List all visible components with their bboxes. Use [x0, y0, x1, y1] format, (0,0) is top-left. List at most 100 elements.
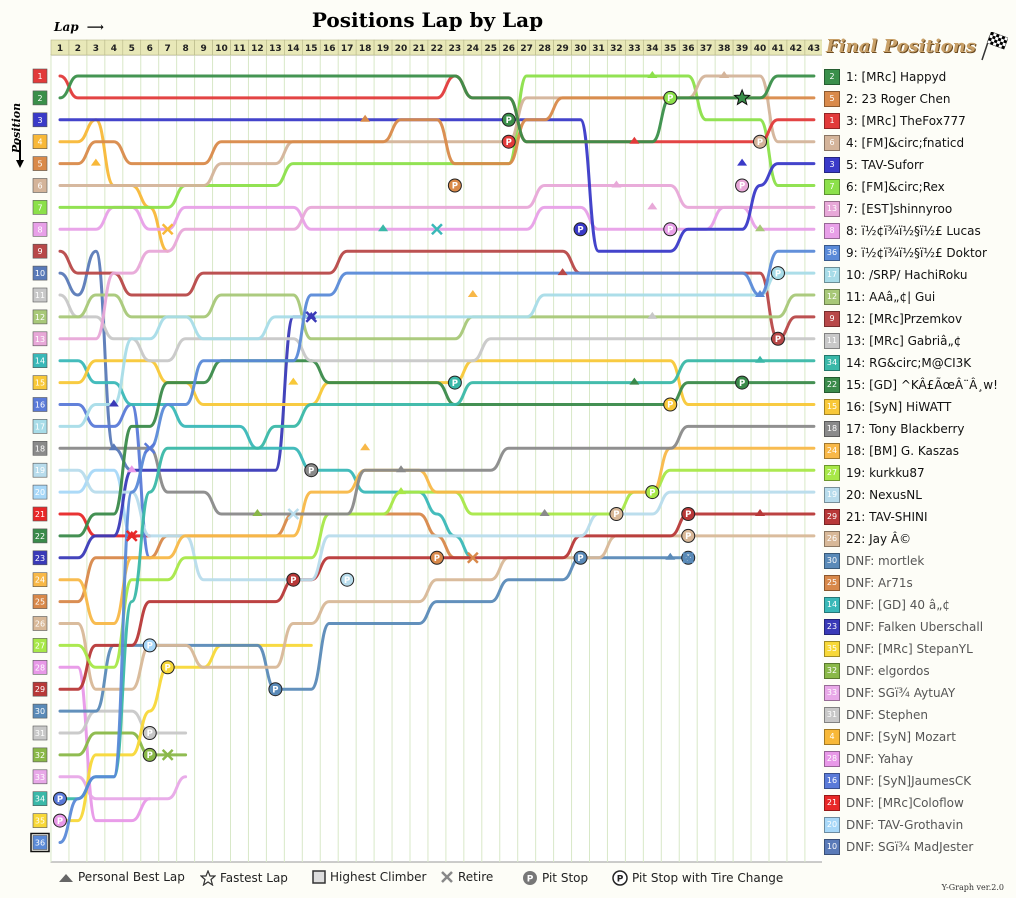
lap-axis-label: Lap ⟶	[54, 20, 104, 34]
pit-stop-marker-label: P	[434, 554, 440, 564]
personal-best-marker	[306, 311, 317, 319]
driver-name: 8: ï½¢ï¾ï½§ï½£ Lucas	[846, 224, 981, 238]
driver-name: 4: [FM]&circ;fnaticd	[846, 136, 965, 150]
lap-tick-label: 34	[646, 44, 659, 54]
pit-stop-marker	[501, 112, 516, 127]
position-badge	[32, 703, 48, 719]
driver-number-badge: 2	[824, 69, 840, 85]
standing-row: 24 18: [BM] G. Kaszas	[824, 440, 1016, 462]
lap-tick-label: 25	[485, 44, 498, 54]
square-icon	[312, 870, 326, 884]
position-tick-label: 34	[35, 795, 45, 804]
personal-best-marker	[557, 268, 568, 276]
driver-line	[58, 468, 816, 582]
position-tick-label: 27	[35, 641, 45, 650]
lap-tick-label: 14	[287, 44, 300, 54]
position-badge	[32, 747, 48, 763]
position-tick-label: 17	[35, 422, 45, 431]
pit-stop-marker	[735, 375, 750, 390]
driver-line	[58, 775, 188, 801]
position-badge	[32, 178, 48, 193]
personal-best-marker	[378, 224, 389, 232]
driver-name: 1: [MRc] Happyd	[846, 70, 947, 84]
standing-row: 6 4: [FM]&circ;fnaticd	[824, 132, 1016, 154]
driver-name: 5: TAV-Suforr	[846, 158, 924, 172]
dnf-driver-name: DNF: Ar71s	[846, 576, 913, 590]
legend-pit-stop-tire-label: Pit Stop with Tire Change	[632, 871, 784, 885]
event-markers: PPPPPPPPPPPPPPPPPPPPPPPPPPPPPP	[52, 71, 785, 828]
driver-number-badge: 7	[824, 179, 840, 195]
pit-stop-marker-label: P	[757, 138, 763, 148]
position-tick-label: 9	[37, 247, 42, 256]
driver-number-badge: 15	[824, 399, 840, 415]
position-badge	[32, 659, 48, 675]
standing-row: 29 21: TAV-SHINI	[824, 506, 1016, 528]
dnf-row: 30 DNF: mortlek	[824, 550, 1016, 572]
driver-name: 9: ï½¢ï¾ï½§ï½£ Doktor	[846, 246, 987, 260]
standing-row: 7 6: [FM]&circ;Rex	[824, 176, 1016, 198]
position-tick-label: 8	[37, 225, 42, 234]
position-tick-label: 35	[35, 817, 45, 826]
lap-tick-label: 8	[182, 44, 188, 54]
standing-row: 15 16: [SyN] HiWATT	[824, 396, 1016, 418]
dnf-driver-name: DNF: mortlek	[846, 554, 925, 568]
pit-stop-marker	[52, 813, 67, 828]
driver-number-badge: 1	[824, 113, 840, 129]
position-badge	[32, 528, 48, 544]
final-positions-title: Final Positions	[826, 36, 976, 57]
position-tick-label: 23	[35, 554, 45, 563]
personal-best-marker	[108, 399, 119, 407]
standing-row: 17 10: /SRP/ HachiRoku	[824, 264, 1016, 286]
personal-best-marker	[360, 114, 371, 122]
dnf-row: 32 DNF: elgordos	[824, 660, 1016, 682]
driver-number-badge: 32	[824, 663, 840, 679]
retire-marker	[143, 442, 156, 455]
driver-line	[58, 643, 313, 823]
position-badge	[32, 638, 48, 653]
position-badge	[32, 440, 48, 456]
pit-stop-marker-label: P	[57, 795, 63, 805]
personal-best-marker	[252, 509, 263, 516]
lap-tick-label: 35	[664, 44, 677, 54]
driver-number-badge: 10	[824, 839, 840, 855]
driver-number-badge: 18	[824, 421, 840, 437]
lap-tick-label: 42	[790, 44, 803, 54]
position-badge	[32, 791, 48, 807]
standing-row: 34 14: RG&circ;M@CI3K	[824, 352, 1016, 374]
lap-tick-label: 19	[377, 44, 390, 54]
driver-name: 20: NexusNL	[846, 488, 922, 502]
driver-number-badge: 4	[824, 729, 840, 745]
dnf-row: 33 DNF: SGï¾ AytuAY	[824, 682, 1016, 704]
lap-tick-label: 24	[467, 44, 480, 54]
position-labels: 1234567891011121314151617181920212223242…	[32, 68, 48, 850]
personal-best-marker	[108, 443, 119, 451]
dnf-driver-name: DNF: Stephen	[846, 708, 928, 722]
driver-number-badge: 21	[824, 795, 840, 811]
position-tick-label: 15	[35, 379, 45, 388]
pit-stop-marker-label: P	[577, 226, 583, 236]
standing-row: 27 19: kurkku87	[824, 462, 1016, 484]
pit-stop-marker	[753, 134, 768, 149]
pit-stop-marker-label: P	[147, 642, 153, 652]
pit-stop-marker	[286, 572, 301, 587]
lap-tick-label: 32	[610, 44, 623, 54]
pit-stop-marker-label: P	[649, 488, 655, 498]
pit-stop-marker	[447, 375, 462, 390]
pit-stop-marker	[573, 550, 588, 565]
lap-tick-label: 10	[215, 44, 228, 54]
legend: Personal Best Lap Fastest Lap Highest Cl…	[58, 870, 818, 890]
fastest-lap-marker	[733, 88, 751, 106]
pit-stop-marker-label: P	[452, 182, 458, 192]
driver-name: 7: [EST]shinnyroo	[846, 202, 953, 216]
dnf-driver-name: DNF: Falken Uberschall	[846, 620, 984, 634]
star-icon	[200, 870, 216, 886]
driver-line	[58, 74, 816, 187]
positions-chart: 1 2 3 4 5 6 7 8 9 10 11 12 13 14 15 16 17 18 19 20 21 22 23 24 2…	[30, 39, 822, 863]
position-badge	[32, 835, 48, 850]
personal-best-marker	[755, 355, 766, 363]
pit-stop-marker	[52, 791, 67, 806]
personal-best-marker	[647, 202, 658, 210]
driver-number-badge: 36	[824, 245, 840, 261]
position-tick-label: 7	[37, 203, 42, 212]
driver-name: 10: /SRP/ HachiRoku	[846, 268, 968, 282]
